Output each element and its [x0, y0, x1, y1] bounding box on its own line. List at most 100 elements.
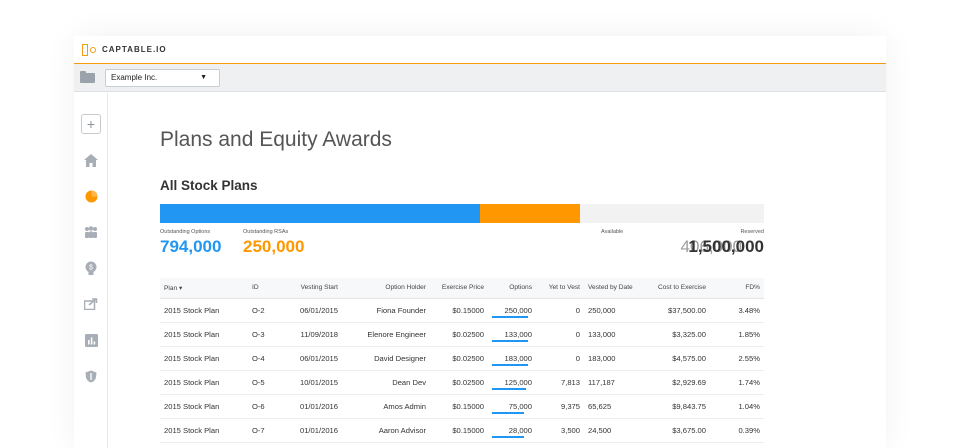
column-header-fd-percent[interactable]: FD%	[710, 278, 764, 299]
exercise-price-cell: $0.02500	[430, 370, 488, 395]
cost-to-exercise-cell: $37,500.00	[640, 298, 710, 323]
options-vested-bar	[492, 363, 528, 366]
cost-to-exercise-cell: $9,843.75	[640, 394, 710, 419]
shield-icon[interactable]	[81, 366, 101, 386]
company-select[interactable]: Example Inc. ▼	[105, 68, 220, 87]
table-row[interactable]: 2015 Stock Plan O-4 06/01/2015 David Design…	[160, 346, 764, 371]
plus-icon[interactable]: +	[81, 114, 101, 134]
company-select-value: Example Inc.	[111, 73, 158, 82]
options-vested-bar	[492, 339, 528, 342]
outstanding-options-segment	[160, 204, 480, 223]
vesting-start-cell: 01/01/2016	[288, 394, 342, 419]
fd-percent-cell: 3.48%	[710, 298, 764, 323]
plan-link[interactable]: 2015 Stock Plan	[160, 298, 248, 323]
plans-table: Plan ▾ ID Vesting Start Option Holder Ex…	[160, 278, 764, 443]
exercise-price-cell: $0.15000	[430, 394, 488, 419]
exercise-price-cell: $0.02500	[430, 322, 488, 347]
page-title: Plans and Equity Awards	[160, 128, 392, 151]
fd-percent-cell: 1.85%	[710, 322, 764, 347]
options-cell: 250,000	[488, 298, 536, 323]
yet-to-vest-cell: 0	[536, 346, 584, 371]
option-holder-link[interactable]: Aaron Advisor	[342, 418, 430, 443]
award-id-link[interactable]: O-4	[248, 346, 288, 371]
column-header-option-holder[interactable]: Option Holder	[342, 278, 430, 299]
options-vested-bar	[492, 315, 528, 318]
outstanding-options-label: Outstanding Options	[160, 229, 211, 235]
column-header-id[interactable]: ID	[248, 278, 288, 299]
company-bar: Example Inc. ▼	[74, 64, 886, 92]
options-cell: 183,000	[488, 346, 536, 371]
column-header-cost-to-exercise[interactable]: Cost to Exercise	[640, 278, 710, 299]
top-bar: CAPTABLE.IO	[74, 36, 886, 64]
award-id-link[interactable]: O-2	[248, 298, 288, 323]
home-icon[interactable]	[81, 150, 101, 170]
column-header-exercise-price[interactable]: Exercise Price	[430, 278, 488, 299]
table-row[interactable]: 2015 Stock Plan O-5 10/01/2015 Dean Dev $0.0…	[160, 370, 764, 395]
brand-name: CAPTABLE.IO	[102, 45, 167, 54]
table-row[interactable]: 2015 Stock Plan O-6 01/01/2016 Amos Admin $0…	[160, 394, 764, 419]
option-holder-link[interactable]: David Designer	[342, 346, 430, 371]
vesting-start-cell: 01/01/2016	[288, 418, 342, 443]
option-holder-link[interactable]: Dean Dev	[342, 370, 430, 395]
cost-to-exercise-cell: $3,325.00	[640, 322, 710, 347]
yet-to-vest-cell: 0	[536, 298, 584, 323]
lightbulb-icon[interactable]: $	[81, 258, 101, 278]
plan-link[interactable]: 2015 Stock Plan	[160, 370, 248, 395]
option-holder-link[interactable]: Fiona Founder	[342, 298, 430, 323]
vested-by-date-cell: 133,000	[584, 322, 640, 347]
yet-to-vest-cell: 0	[536, 322, 584, 347]
column-header-vested-by-date[interactable]: Vested by Date	[584, 278, 640, 299]
exercise-price-cell: $0.02500	[430, 346, 488, 371]
yet-to-vest-cell: 7,813	[536, 370, 584, 395]
people-icon[interactable]	[81, 222, 101, 242]
plan-link[interactable]: 2015 Stock Plan	[160, 418, 248, 443]
options-value: 250,000	[504, 305, 532, 315]
captable-logo-icon	[82, 43, 96, 56]
share-icon[interactable]	[81, 294, 101, 314]
award-id-link[interactable]: O-6	[248, 394, 288, 419]
options-cell: 133,000	[488, 322, 536, 347]
options-value: 183,000	[504, 353, 532, 363]
plan-link[interactable]: 2015 Stock Plan	[160, 346, 248, 371]
column-header-options[interactable]: Options	[488, 278, 536, 299]
column-header-vesting-start[interactable]: Vesting Start	[288, 278, 342, 299]
exercise-price-cell: $0.15000	[430, 418, 488, 443]
vesting-start-cell: 11/09/2018	[288, 322, 342, 347]
sidebar: + $	[74, 93, 108, 448]
cost-to-exercise-cell: $4,575.00	[640, 346, 710, 371]
column-header-plan[interactable]: Plan ▾	[160, 278, 248, 299]
award-id-link[interactable]: O-3	[248, 322, 288, 347]
available-value: 406,000	[680, 237, 742, 256]
table-row[interactable]: 2015 Stock Plan O-7 01/01/2016 Aaron Adviso…	[160, 418, 764, 443]
options-value: 125,000	[504, 377, 532, 387]
vesting-start-cell: 06/01/2015	[288, 298, 342, 323]
folder-icon[interactable]	[80, 70, 95, 83]
options-vested-bar	[492, 435, 524, 438]
outstanding-options-value: 794,000	[160, 237, 222, 256]
table-row[interactable]: 2015 Stock Plan O-3 11/09/2018 Elenore Engi…	[160, 322, 764, 347]
brand[interactable]: CAPTABLE.IO	[82, 43, 167, 56]
app-window: CAPTABLE.IO Example Inc. ▼ + $	[74, 36, 886, 448]
award-id-link[interactable]: O-7	[248, 418, 288, 443]
plan-link[interactable]: 2015 Stock Plan	[160, 394, 248, 419]
table-row[interactable]: 2015 Stock Plan O-2 06/01/2015 Fiona Founde…	[160, 298, 764, 323]
bar-chart-icon[interactable]	[81, 330, 101, 350]
award-id-link[interactable]: O-5	[248, 370, 288, 395]
fd-percent-cell: 1.74%	[710, 370, 764, 395]
table-header-row: Plan ▾ ID Vesting Start Option Holder Ex…	[160, 278, 764, 299]
options-cell: 125,000	[488, 370, 536, 395]
pie-chart-icon[interactable]	[81, 186, 101, 206]
outstanding-rsas-segment	[479, 204, 581, 223]
exercise-price-cell: $0.15000	[430, 298, 488, 323]
options-cell: 28,000	[488, 418, 536, 443]
option-holder-link[interactable]: Elenore Engineer	[342, 322, 430, 347]
outstanding-rsas-label: Outstanding RSAs	[243, 229, 289, 235]
column-header-yet-to-vest[interactable]: Yet to Vest	[536, 278, 584, 299]
reserved-label: Reserved	[740, 229, 764, 235]
vested-by-date-cell: 117,187	[584, 370, 640, 395]
plan-link[interactable]: 2015 Stock Plan	[160, 322, 248, 347]
option-holder-link[interactable]: Amos Admin	[342, 394, 430, 419]
vested-by-date-cell: 250,000	[584, 298, 640, 323]
main-content: Plans and Equity Awards All Stock Plans …	[108, 93, 886, 448]
